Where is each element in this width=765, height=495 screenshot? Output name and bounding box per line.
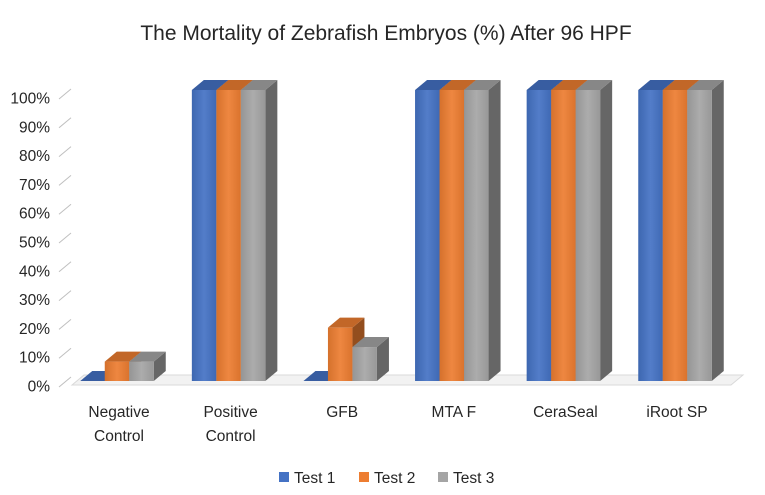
y-tick-mark — [58, 261, 72, 273]
y-tick-label: 50% — [19, 235, 50, 252]
bar-top — [216, 80, 253, 90]
y-tick-mark — [58, 175, 72, 186]
bar-top — [191, 80, 229, 90]
bar-side — [376, 337, 389, 381]
bar-side — [711, 80, 724, 381]
y-tick-label: 10% — [19, 350, 50, 367]
bar-top — [638, 80, 675, 90]
y-tick-label: 20% — [19, 321, 50, 338]
bar-top — [464, 80, 501, 90]
legend-label: Test 2 — [374, 470, 415, 487]
bar-front — [352, 347, 377, 381]
bar — [352, 337, 389, 381]
category-label: Control — [94, 428, 144, 445]
bar-top — [439, 80, 477, 90]
bar-front — [662, 90, 688, 381]
y-tick-label: 90% — [19, 119, 50, 136]
bar-front — [104, 361, 130, 381]
bar-side — [488, 80, 501, 381]
bar-front — [464, 90, 489, 381]
x-axis: Negative Control Positive Control GFB MTA F Ce… — [88, 404, 707, 445]
bar-top — [551, 80, 588, 90]
bar — [129, 351, 166, 381]
bar-top — [575, 80, 613, 90]
legend-label: Test 1 — [294, 470, 335, 487]
y-tick-mark — [58, 319, 72, 330]
bar-top — [662, 80, 700, 90]
bar-front — [687, 90, 712, 381]
chart-title: The Mortality of Zebrafish Embryos (%) A… — [140, 22, 631, 45]
category-label: CeraSeal — [533, 404, 598, 421]
bar — [687, 80, 724, 381]
y-tick-mark — [58, 376, 72, 388]
y-tick-mark — [58, 88, 72, 100]
bar-front — [415, 90, 440, 381]
y-axis: 0% 10% 20% 30% 40% 50% 60% 70% 80% 90% 100% — [10, 88, 72, 396]
bar — [240, 80, 278, 381]
bar-side — [265, 80, 278, 381]
y-tick-mark — [58, 290, 72, 301]
y-tick-label: 40% — [19, 263, 50, 280]
bar-front — [216, 90, 241, 381]
legend-swatch — [359, 472, 369, 482]
bar-top — [327, 317, 365, 328]
bar-front — [551, 90, 576, 381]
bar — [575, 80, 613, 381]
category-label: iRoot SP — [646, 404, 707, 421]
y-tick-mark — [58, 117, 72, 129]
y-tick-mark — [58, 146, 72, 157]
category-label: Positive — [203, 404, 257, 421]
bar-front — [240, 90, 266, 381]
y-tick-label: 70% — [19, 177, 50, 194]
bars-group — [80, 80, 724, 381]
y-tick-mark — [58, 232, 72, 244]
bar-top — [240, 80, 278, 90]
y-tick-label: 30% — [19, 292, 50, 309]
legend-label: Test 3 — [453, 470, 494, 487]
bar — [464, 80, 501, 381]
bar-top — [415, 80, 452, 90]
y-tick-label: 100% — [10, 91, 50, 108]
category-label: Control — [206, 428, 256, 445]
bar-front — [439, 90, 465, 381]
legend: Test 1 Test 2 Test 3 — [279, 470, 494, 487]
category-label: GFB — [326, 404, 358, 421]
y-tick-label: 0% — [28, 379, 51, 396]
bar-front — [191, 90, 217, 381]
category-label: Negative — [88, 404, 149, 421]
bar-side — [153, 351, 166, 381]
category-label: MTA F — [432, 404, 477, 421]
bar-top — [687, 80, 724, 90]
bar-top — [526, 80, 564, 90]
bar-top — [129, 351, 166, 362]
bar-front — [129, 361, 154, 381]
y-tick-label: 80% — [19, 148, 50, 165]
bar-front — [526, 90, 552, 381]
bar-front — [327, 327, 353, 381]
bar-top — [104, 351, 142, 362]
bar-side — [600, 80, 613, 381]
bar-top — [352, 337, 389, 348]
y-tick-mark — [58, 203, 72, 215]
bar-front — [575, 90, 601, 381]
legend-swatch — [438, 472, 448, 482]
bar-front — [638, 90, 663, 381]
y-tick-mark — [58, 347, 72, 359]
legend-swatch — [279, 472, 289, 482]
y-tick-label: 60% — [19, 206, 50, 223]
